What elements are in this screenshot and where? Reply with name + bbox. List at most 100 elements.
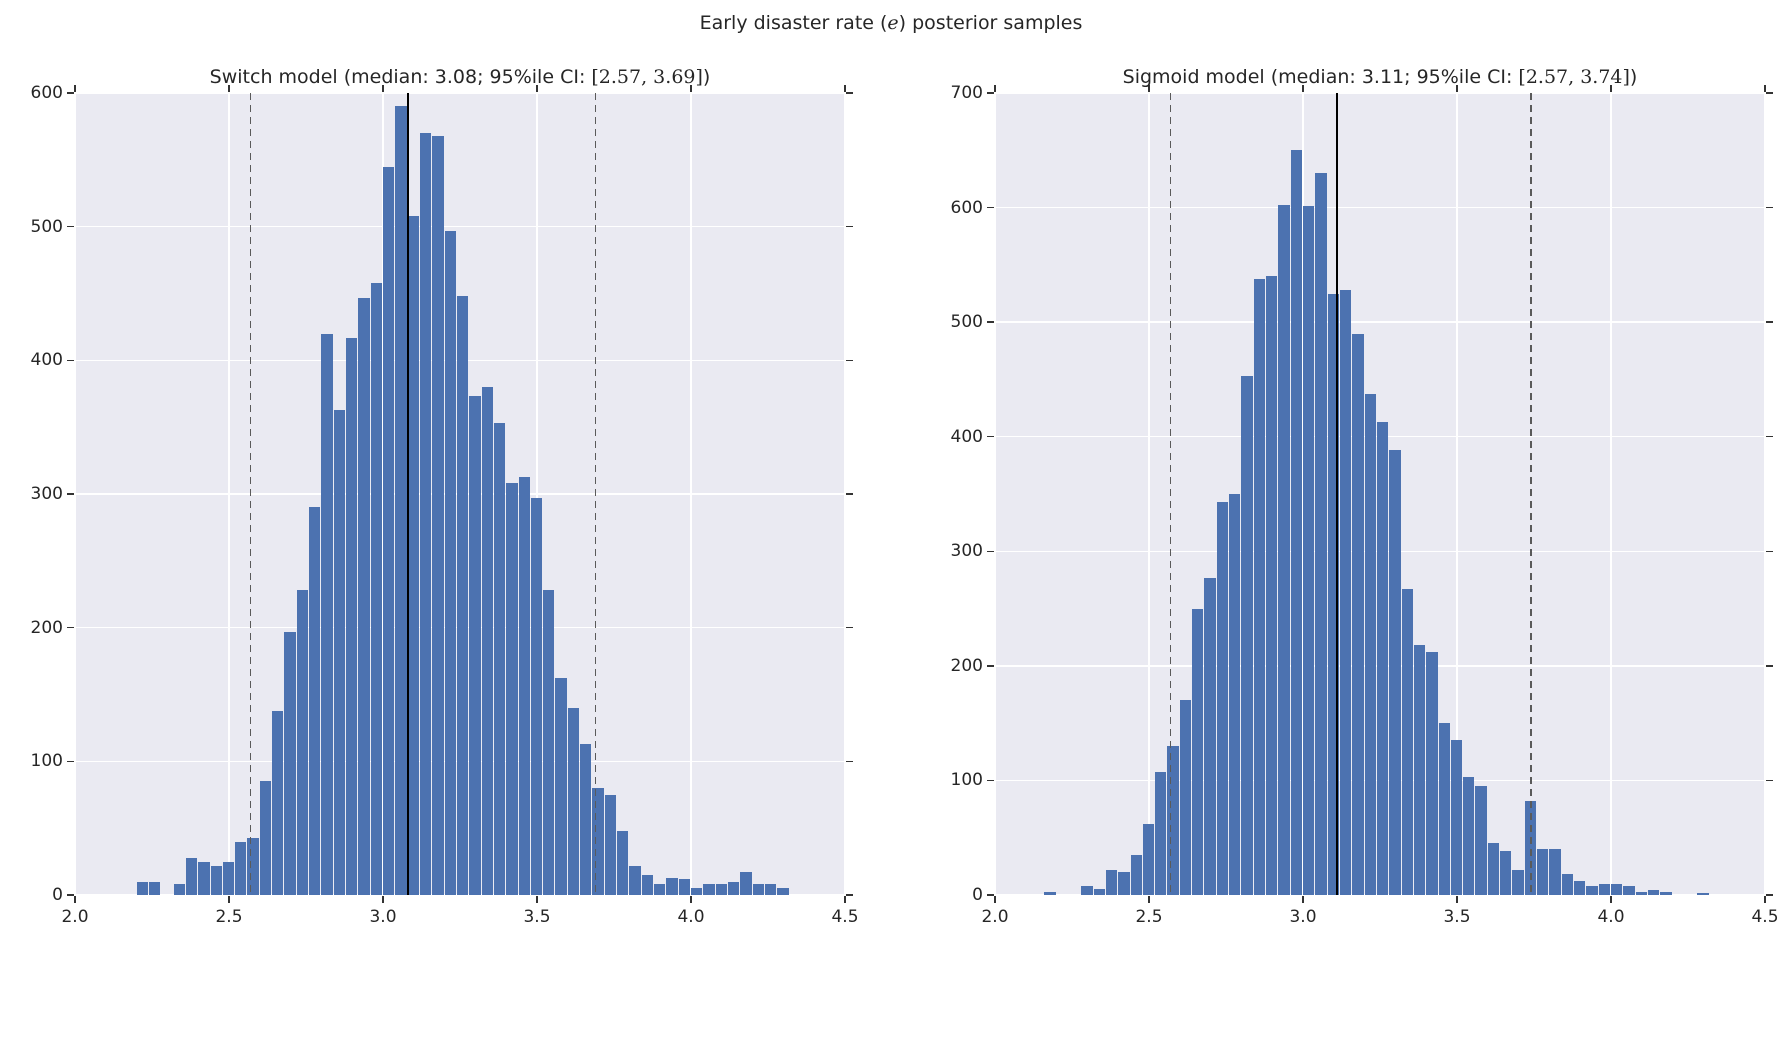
histogram-bar (1376, 421, 1389, 895)
histogram-bar (691, 888, 703, 895)
gridline-horizontal (995, 206, 1765, 209)
histogram-bar (1364, 394, 1376, 895)
histogram-bar (740, 872, 752, 895)
axis-tick-right (846, 359, 853, 362)
x-tick-label: 2.0 (981, 907, 1009, 927)
histogram-bar (210, 865, 222, 895)
histogram-bar (715, 884, 727, 895)
axis-tick-left (67, 760, 74, 763)
axis-tick-left (67, 225, 74, 228)
gridline-horizontal (75, 92, 845, 94)
histogram-bar (272, 710, 284, 895)
axis-tick-top (1148, 85, 1150, 92)
x-tick-label: 3.5 (1443, 907, 1471, 927)
histogram-bar (1216, 502, 1229, 895)
histogram-bar (481, 387, 493, 895)
y-tick-label: 700 (950, 83, 983, 103)
histogram-bar (1487, 843, 1500, 895)
axis-tick-left (67, 894, 74, 896)
histogram-bar (1426, 652, 1438, 895)
histogram-bar (259, 781, 272, 895)
histogram-bar (1500, 851, 1512, 895)
panel-title-sigmoid-close: ) (1629, 66, 1638, 88)
histogram-bar (235, 841, 247, 895)
histogram-bar (752, 884, 764, 895)
x-tick-label: 4.0 (677, 907, 705, 927)
y-tick-label: 500 (30, 216, 63, 237)
histogram-bar (777, 888, 789, 895)
gridline-vertical (1764, 93, 1766, 895)
histogram-bar (198, 861, 210, 895)
histogram-bar (321, 333, 333, 895)
histogram-bar (469, 396, 481, 895)
histogram-bar (1463, 777, 1475, 895)
ci-upper-line (594, 93, 597, 895)
histogram-bar (1413, 645, 1426, 895)
histogram-bar (506, 483, 518, 895)
histogram-bar (1253, 278, 1266, 895)
histogram-bar (1192, 608, 1204, 895)
histogram-bar (1303, 206, 1315, 895)
histogram-bar (222, 861, 235, 895)
histogram-bar (764, 884, 777, 895)
axis-tick-bottom (1610, 896, 1612, 903)
axis-tick-top (228, 85, 230, 92)
histogram-bar (629, 865, 641, 895)
histogram-bar (1512, 869, 1524, 895)
y-tick-label: 300 (30, 484, 63, 504)
y-tick-label: 0 (52, 885, 63, 905)
axis-tick-right (1766, 550, 1773, 553)
gridline-vertical (1610, 93, 1612, 895)
histogram-bar (1561, 874, 1574, 895)
histogram-bar (333, 409, 346, 895)
gridline-vertical (994, 93, 996, 895)
axis-tick-left (987, 435, 994, 438)
figure-title-math-e: e (887, 12, 899, 34)
histogram-bar (1081, 885, 1093, 895)
axis-tick-bottom (1148, 896, 1150, 903)
gridline-vertical (1148, 93, 1150, 895)
histogram-bar (296, 590, 309, 895)
y-tick-label: 100 (30, 751, 63, 772)
histogram-bar (136, 881, 148, 895)
y-tick-label: 300 (950, 541, 983, 562)
y-tick-label: 400 (30, 350, 63, 371)
x-tick-label: 4.5 (1751, 907, 1779, 927)
plot-area-switch: 2.0 2.5 3.0 3.5 4.0 4.5 0 100 200 300 400 500 600 (31, 83, 859, 927)
histogram-bar (309, 507, 321, 895)
axis-tick-top (536, 85, 538, 92)
histogram-bar (543, 590, 555, 895)
histogram-bar (1635, 891, 1647, 895)
axis-tick-top (844, 85, 846, 92)
histogram-bar (1315, 173, 1327, 895)
histogram-bar (456, 296, 469, 895)
figure-title-text-prefix: Early disaster rate ( (699, 12, 888, 34)
axis-tick-right (846, 626, 853, 629)
x-tick-label: 4.0 (1597, 907, 1625, 927)
histogram-bar (346, 337, 358, 895)
panel-title-sigmoid-ci: [2.57, 3.74] (1518, 66, 1630, 88)
panel-sigmoid-model: Sigmoid model (median: 3.11; 95%ile CI: … (940, 50, 1780, 945)
histogram-bar (1475, 786, 1487, 895)
axis-tick-top (690, 85, 692, 92)
histogram-bar (666, 877, 678, 895)
gridline-vertical (1456, 93, 1458, 895)
x-tick-label: 3.0 (369, 907, 397, 927)
panel-title-switch-ci: [2.57, 3.69] (591, 66, 703, 88)
histogram-bar (419, 133, 432, 895)
median-line (406, 93, 409, 895)
histogram-bar (592, 788, 604, 895)
gridline-vertical (844, 93, 846, 895)
histogram-bar (148, 881, 161, 895)
histogram-bar (1586, 885, 1598, 895)
histogram-bar (247, 837, 259, 895)
histogram-bar (383, 166, 395, 895)
axis-tick-top (74, 85, 76, 92)
axis-tick-right (846, 894, 853, 896)
axis-tick-right (1766, 92, 1773, 94)
gridline-horizontal (75, 894, 845, 896)
histogram-bar (1290, 150, 1302, 895)
histogram-bar (407, 215, 419, 895)
histogram-bar (1155, 772, 1167, 895)
histogram-bar (1278, 205, 1290, 895)
